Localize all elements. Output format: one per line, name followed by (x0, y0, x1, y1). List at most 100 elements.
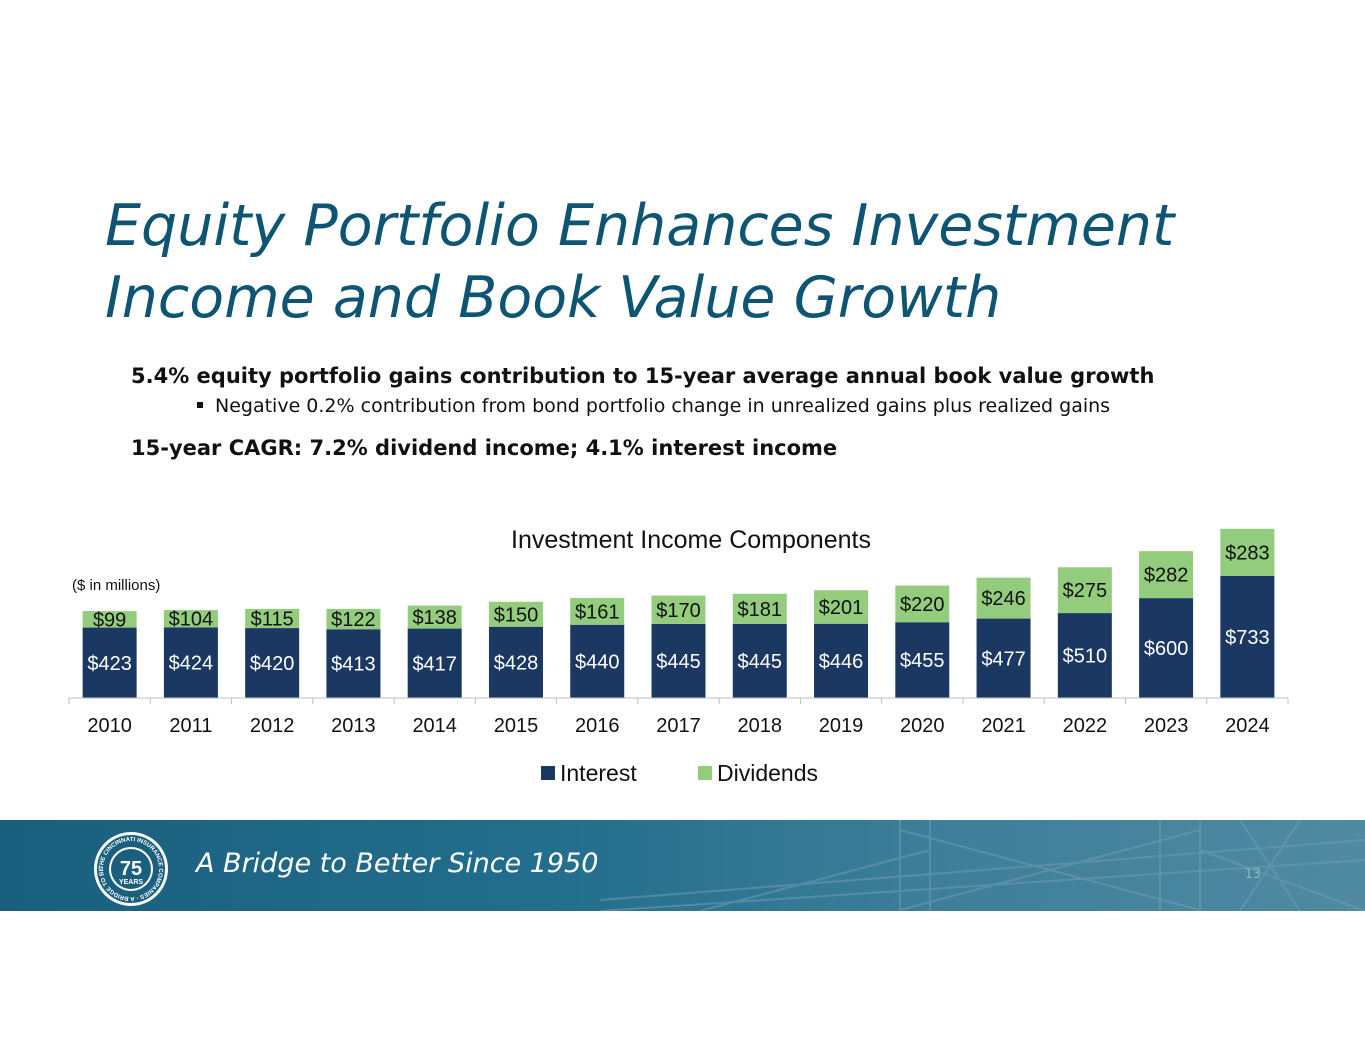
bullet-cagr: 15-year CAGR: 7.2% dividend income; 4.1%… (131, 436, 838, 460)
dividends-bar-2013 (326, 608, 381, 630)
interest-bar-2014 (407, 628, 462, 698)
dividends-bar-2017 (651, 595, 706, 624)
legend-swatch-interest (541, 766, 555, 780)
interest-label-2021: $477 (981, 648, 1026, 670)
dividends-label-2014: $138 (412, 607, 457, 629)
interest-bar-2023 (1139, 598, 1194, 698)
interest-label-2014: $417 (412, 653, 457, 675)
interest-label-2024: $733 (1225, 627, 1270, 649)
dividends-bar-2024 (1220, 528, 1275, 576)
x-tick-label-2017: 2017 (656, 715, 701, 737)
interest-label-2013: $413 (331, 654, 376, 676)
dividends-bar-2016 (570, 597, 625, 625)
dividends-bar-2012 (245, 608, 300, 629)
interest-bar-2013 (326, 629, 381, 698)
dividends-label-2021: $246 (981, 588, 1026, 610)
interest-bar-2011 (163, 627, 218, 698)
investment-income-chart: Investment Income Components ($ in milli… (68, 526, 1289, 786)
x-tick-label-2014: 2014 (412, 715, 457, 737)
dividends-label-2015: $150 (494, 604, 539, 626)
dividends-label-2016: $161 (575, 601, 620, 623)
x-tick-label-2012: 2012 (250, 715, 295, 737)
sub-bullet-text: Negative 0.2% contribution from bond por… (215, 395, 1111, 417)
dividends-label-2018: $181 (738, 599, 783, 621)
interest-bar-2022 (1057, 613, 1112, 698)
interest-label-2018: $445 (738, 651, 783, 673)
dividends-label-2017: $170 (656, 600, 701, 622)
bullet-list: 5.4% equity portfolio gains contribution… (131, 360, 1281, 464)
x-tick-label-2018: 2018 (738, 715, 783, 737)
interest-label-2019: $446 (819, 651, 864, 673)
x-tick-label-2024: 2024 (1225, 715, 1270, 737)
dividends-label-2024: $283 (1225, 542, 1270, 564)
interest-bar-2017 (651, 623, 706, 698)
page-title: Equity Portfolio Enhances Investment Inc… (105, 190, 1255, 334)
dividends-bar-2011 (163, 610, 218, 628)
title-line-1: Equity Portfolio Enhances Investment (105, 193, 1175, 259)
interest-label-2011: $424 (169, 653, 214, 675)
dividends-label-2020: $220 (900, 594, 945, 616)
legend-swatch-dividends (698, 766, 712, 780)
bullet-equity-contribution: 5.4% equity portfolio gains contribution… (131, 364, 1155, 388)
x-tick-label-2021: 2021 (981, 715, 1026, 737)
interest-bar-2018 (732, 623, 787, 698)
x-tick-label-2011: 2011 (169, 715, 212, 737)
dividends-label-2012: $115 (251, 608, 294, 630)
x-tick-label-2015: 2015 (494, 715, 539, 737)
interest-label-2015: $428 (494, 652, 539, 674)
dividends-label-2019: $201 (819, 597, 864, 619)
chart-bars: $423 $99 $424 $104 $420 $115 $413 $122 $417 $138 $… (82, 528, 1275, 698)
x-tick-label-2019: 2019 (819, 715, 864, 737)
dividends-label-2013: $122 (331, 609, 376, 631)
dividends-bar-2022 (1057, 567, 1112, 614)
dividends-bar-2020 (895, 585, 950, 623)
interest-bar-2015 (488, 626, 543, 698)
x-tick-label-2023: 2023 (1144, 715, 1189, 737)
interest-label-2023: $600 (1144, 638, 1189, 660)
dividends-bar-2014 (407, 605, 462, 629)
footer-tagline: A Bridge to Better Since 1950 (196, 848, 599, 879)
footer-banner: THE CINCINNATI INSURANCE COMPANIES · A B… (0, 820, 1365, 911)
x-tick-label-2013: 2013 (331, 715, 376, 737)
dividends-bar-2015 (488, 601, 543, 627)
interest-bar-2020 (895, 622, 950, 698)
x-tick-label-2010: 2010 (87, 715, 132, 737)
seal-number: 75 (120, 858, 142, 880)
legend-label-interest: Interest (560, 760, 637, 786)
x-tick-label-2016: 2016 (575, 715, 620, 737)
dividends-bar-2023 (1139, 551, 1194, 599)
seal-word: YEARS (119, 879, 143, 886)
dividends-label-2023: $282 (1144, 565, 1189, 587)
dividends-label-2010: $99 (93, 609, 126, 631)
company-seal-logo: THE CINCINNATI INSURANCE COMPANIES · A B… (92, 830, 168, 906)
interest-bar-2016 (570, 624, 625, 698)
title-line-2: Income and Book Value Growth (105, 265, 1002, 331)
interest-bar-2019 (814, 623, 869, 698)
x-tick-label-2022: 2022 (1063, 715, 1108, 737)
interest-bar-2010 (82, 627, 137, 698)
interest-label-2020: $455 (900, 650, 945, 672)
dividends-label-2022: $275 (1063, 580, 1108, 602)
square-bullet-icon (197, 401, 203, 408)
legend-label-dividends: Dividends (717, 760, 818, 786)
interest-label-2010: $423 (87, 653, 132, 675)
interest-bar-2024 (1220, 575, 1275, 698)
interest-label-2016: $440 (575, 651, 620, 673)
dividends-bar-2010 (82, 611, 137, 628)
interest-bar-2012 (245, 628, 300, 698)
dividends-bar-2019 (814, 590, 869, 624)
interest-label-2017: $445 (656, 651, 701, 673)
chart-unit-note: ($ in millions) (72, 577, 160, 594)
x-tick-label-2020: 2020 (900, 715, 945, 737)
x-axis-ticks: 2010 2011 2012 2013 2014 2015 2016 2017 2018 2019… (68, 698, 1289, 737)
dividends-bar-2018 (732, 593, 787, 624)
dividends-bar-2021 (976, 577, 1031, 619)
bridge-background-icon (600, 820, 1365, 911)
page-number: 13 (1244, 867, 1261, 882)
sub-bullet-bond: Negative 0.2% contribution from bond por… (197, 392, 1281, 420)
interest-label-2022: $510 (1063, 646, 1108, 668)
dividends-label-2011: $104 (169, 609, 214, 631)
chart-legend: Interest Dividends (541, 760, 818, 786)
interest-bar-2021 (976, 618, 1031, 698)
interest-label-2012: $420 (250, 653, 295, 675)
